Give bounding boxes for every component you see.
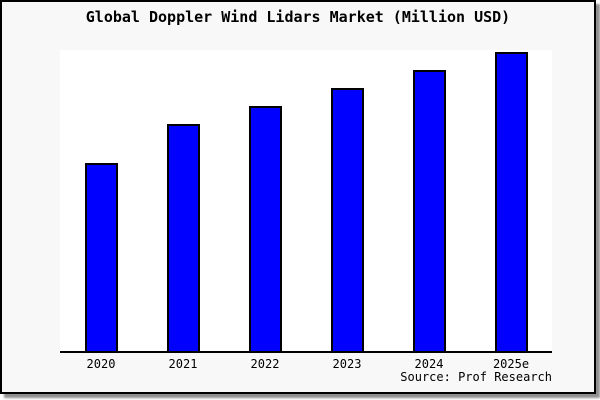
chart-title: Global Doppler Wind Lidars Market (Milli… <box>85 8 511 26</box>
x-tick-label-2023: 2023 <box>332 357 362 371</box>
x-tick-label-2020: 2020 <box>86 357 116 371</box>
bar-cell-2025e <box>470 50 552 351</box>
bar-cell-2024 <box>388 50 470 351</box>
bar-2020 <box>84 162 118 351</box>
bar-cell-2023 <box>306 50 388 351</box>
bar-cell-2021 <box>142 50 224 351</box>
bar-cell-2022 <box>224 50 306 351</box>
chart-frame: Global Doppler Wind Lidars Market (Milli… <box>0 0 596 394</box>
bar-2023 <box>330 87 364 351</box>
source-note: Source: Prof Research <box>400 370 552 384</box>
x-tick-label-2022: 2022 <box>250 357 280 371</box>
x-tick-label-2021: 2021 <box>168 357 198 371</box>
plot-area <box>60 50 552 353</box>
bar-2021 <box>166 123 200 351</box>
bar-2022 <box>248 105 282 351</box>
x-tick-label-2025e: 2025e <box>492 357 530 371</box>
x-axis-tick-labels: 2020 2021 2022 2023 2024 2025e <box>60 357 552 371</box>
bar-2025e <box>494 52 528 351</box>
bars-container <box>60 50 552 351</box>
bar-cell-2020 <box>60 50 142 351</box>
x-tick-label-2024: 2024 <box>414 357 444 371</box>
bar-2024 <box>412 69 446 351</box>
